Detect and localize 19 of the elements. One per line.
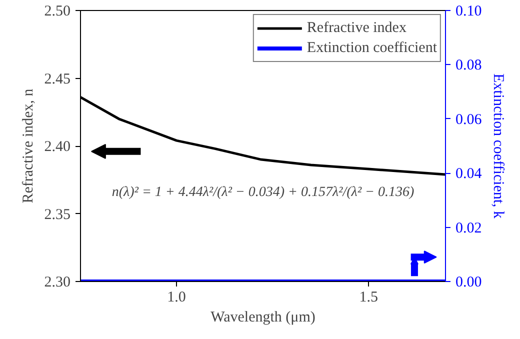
y2-tick-label: 0.00 <box>456 274 482 290</box>
y2-tick-label: 0.04 <box>456 166 482 182</box>
legend-label: Extinction coefficient <box>306 39 437 57</box>
y2-tick-label: 0.08 <box>456 58 482 74</box>
y-tick-label: 2.30 <box>44 274 70 290</box>
x-tick-label: 1.0 <box>167 290 186 306</box>
x-axis-title: Wavelength (μm) <box>210 310 316 326</box>
y2-tick-label: 0.10 <box>456 4 482 20</box>
legend-label: Refractive index <box>306 19 406 37</box>
y-tick-label: 2.50 <box>44 4 70 20</box>
y-tick-label: 2.45 <box>44 71 70 88</box>
y-tick-label: 2.35 <box>44 206 70 223</box>
y-tick-label: 2.40 <box>44 139 70 155</box>
y2-axis-title: Extinction coefficient, k <box>490 73 506 220</box>
y2-tick-label: 0.02 <box>456 220 482 236</box>
x-tick-label: 1.5 <box>359 290 378 306</box>
y-axis-title: Refractive index, n <box>20 88 36 204</box>
annotation: n(λ)² = 1 + 4.44λ²/(λ² − 0.034) + 0.157λ²/(λ² − 0.136) <box>112 185 414 200</box>
y2-tick-label: 0.06 <box>456 112 482 128</box>
